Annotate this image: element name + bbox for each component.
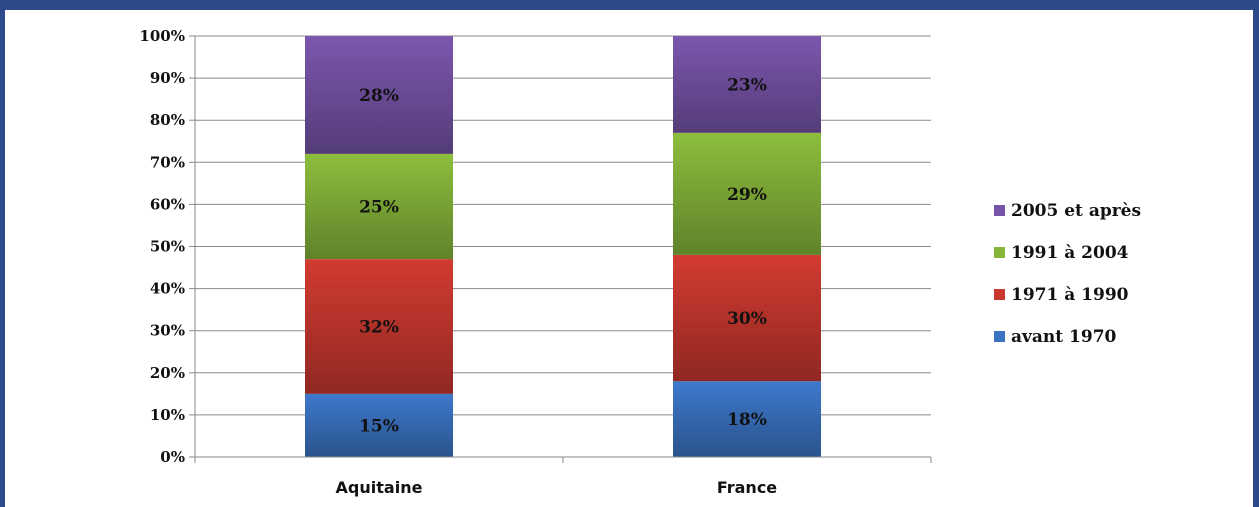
- y-tick-labels: 0% 10% 20% 30% 40% 50% 60% 70% 80% 90% 100%: [139, 27, 185, 466]
- bar-segment: [673, 132, 821, 255]
- legend: 2005 et après 1991 à 2004 1971 à 1990 avant…: [994, 201, 1141, 347]
- y-tick-label: 100%: [139, 27, 185, 45]
- data-label: 18%: [727, 410, 767, 430]
- y-tick-label: 0%: [160, 448, 185, 466]
- frame-border-left: [0, 0, 5, 507]
- y-tick-label: 30%: [150, 322, 185, 340]
- bar-segment: [305, 259, 453, 394]
- axes: [194, 36, 932, 463]
- y-tick-label: 40%: [150, 280, 185, 298]
- legend-swatch: [994, 289, 1005, 300]
- bars: [305, 36, 821, 457]
- legend-swatch: [994, 205, 1005, 216]
- legend-label: 1991 à 2004: [1011, 243, 1129, 263]
- legend-swatch: [994, 331, 1005, 342]
- legend-label: 2005 et après: [1011, 201, 1141, 221]
- x-category-labels: Aquitaine France: [336, 478, 778, 497]
- bar-segment: [305, 393, 453, 457]
- data-label: 30%: [727, 309, 767, 329]
- legend-swatch: [994, 247, 1005, 258]
- y-tick-label: 20%: [150, 364, 185, 382]
- y-tick-label: 70%: [150, 153, 185, 171]
- bar-segment: [673, 381, 821, 457]
- data-label: 32%: [359, 317, 399, 337]
- bar-segment: [305, 153, 453, 260]
- frame-border-top: [0, 0, 1259, 10]
- y-tick-label: 90%: [150, 69, 185, 87]
- frame-border-right: [1253, 0, 1259, 507]
- y-tick-label: 80%: [150, 111, 185, 129]
- data-label: 15%: [359, 416, 399, 436]
- data-label: 23%: [727, 75, 767, 95]
- data-label: 25%: [359, 198, 399, 218]
- y-tick-label: 50%: [150, 238, 185, 256]
- data-labels: 15% 32% 25% 28% 18% 30% 29% 23%: [359, 75, 767, 436]
- data-label: 28%: [359, 86, 399, 106]
- legend-label: 1971 à 1990: [1011, 285, 1129, 305]
- legend-label: avant 1970: [1011, 327, 1117, 347]
- x-category-label: France: [717, 478, 777, 497]
- y-tick-label: 60%: [150, 195, 185, 213]
- bar-segment: [305, 36, 453, 154]
- bar-segment: [673, 254, 821, 382]
- x-category-label: Aquitaine: [336, 478, 423, 497]
- y-tick-label: 10%: [150, 406, 185, 424]
- bar-segment: [673, 36, 821, 133]
- data-label: 29%: [727, 185, 767, 205]
